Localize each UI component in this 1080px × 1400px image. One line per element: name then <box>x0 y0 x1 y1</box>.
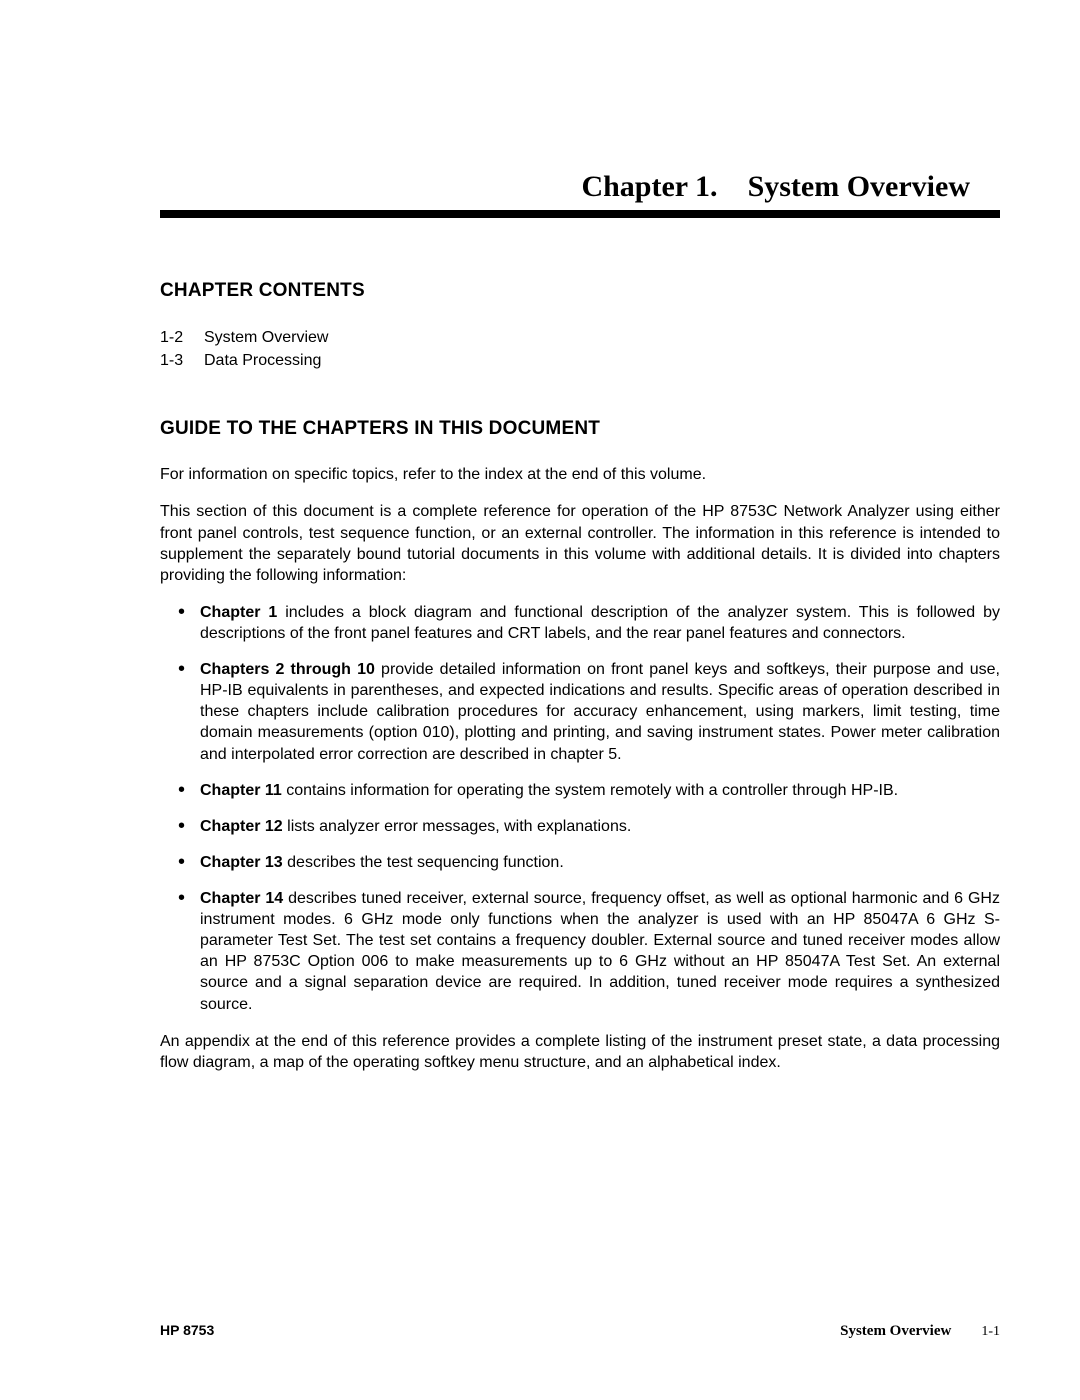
bullet-lead: Chapters 2 through 10 <box>200 661 375 678</box>
bullet-rest: lists analyzer error messages, with expl… <box>283 818 632 835</box>
bullet-rest: describes tuned receiver, external sourc… <box>200 890 1000 1013</box>
toc-title: Data Processing <box>204 349 321 372</box>
bullet-item: Chapters 2 through 10 provide detailed i… <box>178 659 1000 765</box>
bullet-item: Chapter 11 contains information for oper… <box>178 780 1000 801</box>
page: Chapter 1. System Overview CHAPTER CONTE… <box>0 0 1080 1400</box>
chapter-prefix: Chapter 1. <box>581 170 717 203</box>
page-footer: HP 8753 System Overview 1-1 <box>160 1322 1000 1340</box>
bullet-lead: Chapter 14 <box>200 890 283 907</box>
toc-title: System Overview <box>204 326 328 349</box>
intro-paragraph-1: For information on specific topics, refe… <box>160 464 1000 485</box>
footer-section-title: System Overview <box>840 1323 951 1340</box>
chapter-title: System Overview <box>748 170 970 203</box>
appendix-paragraph: An appendix at the end of this reference… <box>160 1031 1000 1073</box>
bullet-lead: Chapter 11 <box>200 782 282 799</box>
footer-page-number: 1-1 <box>981 1324 1000 1340</box>
guide-heading: GUIDE TO THE CHAPTERS IN THIS DOCUMENT <box>160 418 1000 440</box>
toc-num: 1-2 <box>160 326 204 349</box>
contents-heading: CHAPTER CONTENTS <box>160 280 1000 302</box>
bullet-item: Chapter 13 describes the test sequencing… <box>178 852 1000 873</box>
footer-model: HP 8753 <box>160 1322 214 1338</box>
toc-row: 1-2 System Overview <box>160 326 1000 349</box>
bullet-item: Chapter 14 describes tuned receiver, ext… <box>178 888 1000 1015</box>
footer-right: System Overview 1-1 <box>840 1323 1000 1340</box>
chapter-rule <box>160 210 1000 218</box>
chapter-bullet-list: Chapter 1 includes a block diagram and f… <box>160 602 1000 1015</box>
bullet-item: Chapter 12 lists analyzer error messages… <box>178 816 1000 837</box>
bullet-item: Chapter 1 includes a block diagram and f… <box>178 602 1000 644</box>
bullet-rest: includes a block diagram and functional … <box>200 604 1000 642</box>
toc: 1-2 System Overview 1-3 Data Processing <box>160 326 1000 372</box>
bullet-rest: contains information for operating the s… <box>282 782 898 799</box>
toc-row: 1-3 Data Processing <box>160 349 1000 372</box>
bullet-lead: Chapter 1 <box>200 604 277 621</box>
bullet-rest: describes the test sequencing function. <box>283 854 564 871</box>
intro-paragraph-2: This section of this document is a compl… <box>160 501 1000 585</box>
toc-num: 1-3 <box>160 349 204 372</box>
bullet-lead: Chapter 13 <box>200 854 283 871</box>
bullet-lead: Chapter 12 <box>200 818 283 835</box>
chapter-heading: Chapter 1. System Overview <box>160 170 1000 210</box>
